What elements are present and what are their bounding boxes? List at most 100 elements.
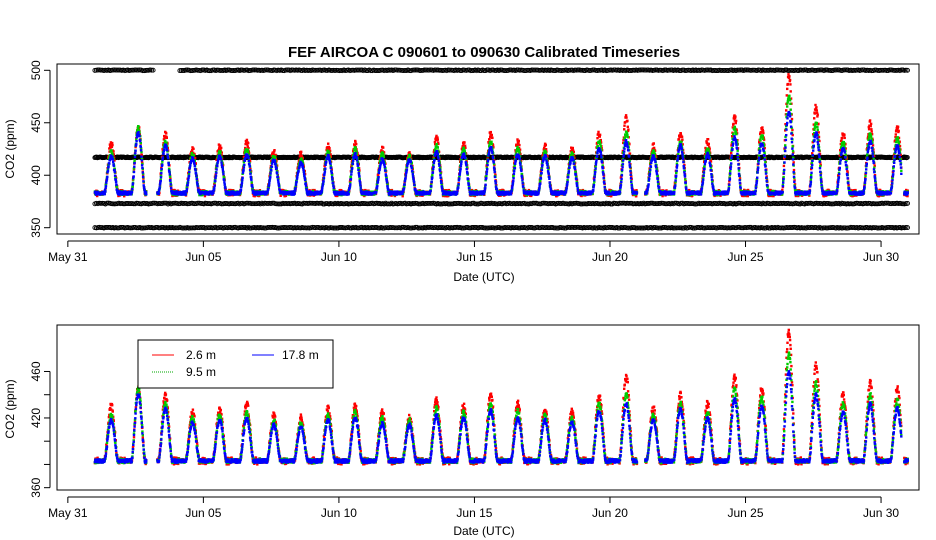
plot-frame	[56, 63, 920, 235]
data-point	[624, 114, 628, 117]
data-point	[354, 140, 357, 144]
data-point	[869, 122, 873, 125]
data-point	[786, 87, 789, 91]
data-point	[192, 147, 195, 150]
data-point	[491, 136, 494, 139]
calibration-point	[392, 225, 398, 231]
calibration-point	[372, 225, 378, 230]
data-point	[869, 125, 872, 128]
calibration-point	[477, 224, 483, 230]
data-point	[843, 133, 846, 137]
data-point	[327, 142, 330, 145]
calibration-point	[354, 225, 360, 231]
data-point	[813, 112, 816, 115]
calibration-point	[706, 225, 712, 231]
data-point	[789, 83, 792, 86]
data-point	[840, 136, 844, 140]
calibration-point	[114, 225, 120, 231]
calibration-point	[338, 225, 344, 230]
data-point	[791, 128, 794, 132]
data-point	[815, 109, 818, 112]
calibration-point	[410, 225, 415, 231]
calibration-point	[471, 225, 477, 230]
calibration-point	[657, 225, 663, 231]
data-point	[814, 103, 817, 107]
calibration-point	[331, 225, 336, 231]
calibration-point	[638, 225, 644, 231]
data-point	[219, 144, 222, 147]
data-point	[436, 136, 439, 139]
data-point	[623, 128, 626, 131]
calibration-point	[489, 225, 494, 231]
data-point	[463, 141, 466, 144]
data-point	[734, 119, 738, 123]
calibration-point	[174, 225, 180, 231]
calibration-point	[571, 225, 576, 230]
data-point	[111, 143, 114, 147]
data-point	[165, 132, 168, 135]
data-point	[789, 90, 792, 93]
calibration-point	[635, 225, 641, 231]
data-point	[544, 144, 547, 147]
data-point	[627, 128, 630, 131]
data-point	[328, 146, 331, 150]
calibration-point	[393, 225, 399, 231]
data-point	[279, 194, 282, 197]
data-point	[680, 135, 684, 139]
calibration-point	[399, 224, 405, 230]
data-point	[245, 138, 249, 142]
data-point	[623, 124, 626, 127]
data-point	[786, 82, 789, 86]
calibration-point	[615, 225, 621, 231]
data-point	[382, 146, 385, 149]
data-point	[220, 146, 223, 150]
data-point	[868, 119, 872, 122]
data-point	[355, 142, 358, 146]
data-point	[300, 150, 303, 153]
calibration-point	[119, 224, 125, 230]
data-point	[761, 126, 764, 129]
data-points	[92, 67, 910, 231]
calibration-point	[593, 225, 599, 231]
data-point	[681, 138, 684, 141]
data-point	[870, 128, 873, 131]
data-point	[517, 139, 520, 143]
calibration-point	[438, 225, 444, 231]
data-point	[436, 138, 439, 141]
calibration-point	[131, 224, 137, 230]
calibration-point	[639, 225, 645, 231]
data-point	[815, 106, 818, 109]
data-point	[785, 109, 788, 112]
data-point	[677, 138, 680, 141]
data-point	[707, 142, 710, 146]
data-point	[652, 142, 655, 145]
calibration-point	[195, 225, 201, 231]
data-point	[734, 121, 737, 125]
data-point	[490, 133, 493, 137]
data-point	[488, 138, 491, 141]
calibration-point	[413, 224, 418, 230]
calibration-point	[459, 225, 465, 231]
data-point	[165, 136, 168, 139]
data-point	[247, 141, 250, 145]
calibration-point	[708, 225, 714, 231]
data-point	[762, 131, 765, 135]
calibration-point	[334, 225, 339, 231]
data-point	[782, 164, 786, 168]
data-point	[734, 115, 737, 118]
calibration-point	[134, 225, 140, 231]
data-point	[571, 146, 574, 150]
data-point	[706, 138, 710, 141]
data-point	[732, 122, 735, 126]
data-point	[843, 136, 846, 140]
calibration-point	[259, 225, 265, 231]
data-point	[816, 113, 819, 116]
data-point	[788, 75, 791, 78]
data-point	[489, 130, 492, 134]
data-point	[598, 133, 602, 136]
calibration-point	[629, 225, 635, 231]
top-panel: FEF AIRCOA C 090601 to 090630 Calibrated…	[3, 44, 920, 284]
calibration-point	[551, 225, 557, 231]
data-point	[867, 128, 871, 131]
